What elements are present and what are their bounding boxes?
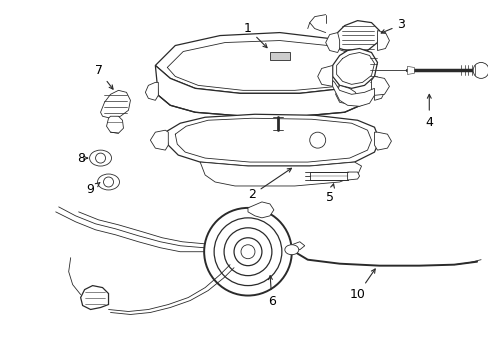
Polygon shape [155,62,374,116]
Polygon shape [247,202,273,218]
Polygon shape [81,285,108,310]
Circle shape [241,245,254,259]
Text: 2: 2 [247,168,291,202]
Polygon shape [309,172,347,180]
Polygon shape [269,53,289,60]
Polygon shape [347,172,359,180]
Text: 4: 4 [425,94,432,129]
Circle shape [472,62,488,78]
Polygon shape [374,132,390,150]
Text: 8: 8 [77,152,87,165]
Polygon shape [291,242,304,250]
Text: 6: 6 [267,276,275,308]
Polygon shape [150,130,168,150]
Ellipse shape [285,245,298,255]
Polygon shape [335,85,357,104]
Polygon shape [334,21,379,53]
Polygon shape [155,32,374,93]
Polygon shape [332,49,377,88]
Polygon shape [317,66,332,86]
Polygon shape [371,76,388,95]
Text: 5: 5 [325,184,334,204]
Polygon shape [101,90,130,118]
Polygon shape [106,116,123,133]
Text: 7: 7 [94,64,113,89]
Text: 9: 9 [86,183,100,197]
Polygon shape [374,82,384,100]
Polygon shape [377,31,388,50]
Polygon shape [332,80,374,106]
Ellipse shape [89,150,111,166]
Polygon shape [145,82,158,100]
Text: 1: 1 [244,22,266,48]
Polygon shape [165,114,379,166]
Polygon shape [325,32,339,53]
Text: 3: 3 [381,18,405,33]
Polygon shape [407,67,413,75]
Polygon shape [200,162,361,186]
Text: 10: 10 [349,269,374,301]
Ellipse shape [98,174,119,190]
